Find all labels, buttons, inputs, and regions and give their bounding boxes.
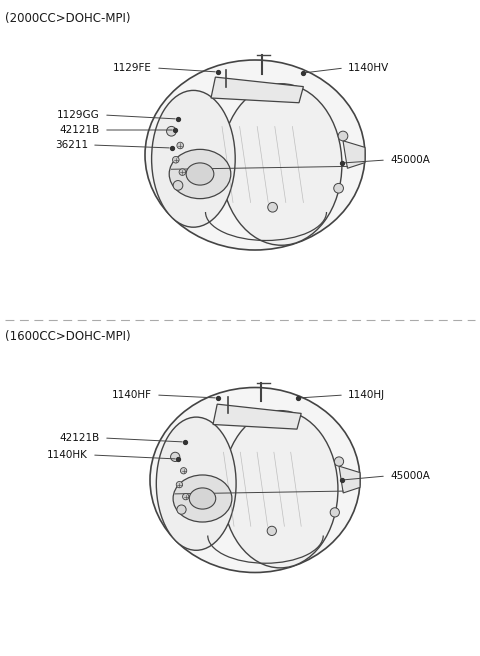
Text: 1140HJ: 1140HJ: [348, 390, 385, 400]
Text: 42121B: 42121B: [60, 433, 100, 443]
Polygon shape: [339, 466, 360, 493]
Text: 1140HK: 1140HK: [47, 450, 88, 460]
Circle shape: [167, 127, 176, 136]
Circle shape: [335, 457, 344, 466]
Text: 45000A: 45000A: [390, 155, 430, 165]
Text: (2000CC>DOHC-MPI): (2000CC>DOHC-MPI): [5, 12, 131, 25]
Ellipse shape: [222, 411, 338, 568]
Text: 36211: 36211: [55, 140, 88, 150]
Text: 1140HV: 1140HV: [348, 63, 389, 73]
Circle shape: [182, 493, 189, 500]
Ellipse shape: [145, 60, 365, 250]
Ellipse shape: [173, 475, 232, 522]
Text: 1140HF: 1140HF: [112, 390, 152, 400]
Circle shape: [177, 142, 183, 149]
Text: 45000A: 45000A: [390, 471, 430, 481]
Polygon shape: [213, 404, 301, 429]
Circle shape: [173, 180, 183, 190]
Ellipse shape: [152, 91, 235, 227]
Circle shape: [179, 169, 186, 175]
Ellipse shape: [186, 163, 214, 185]
Polygon shape: [211, 77, 303, 103]
Polygon shape: [343, 141, 365, 169]
Ellipse shape: [189, 488, 216, 509]
Circle shape: [267, 526, 276, 535]
Circle shape: [180, 468, 187, 474]
Circle shape: [170, 452, 180, 461]
Circle shape: [172, 156, 179, 163]
Circle shape: [338, 131, 348, 141]
Text: 42121B: 42121B: [60, 125, 100, 135]
Circle shape: [330, 508, 339, 517]
Text: 1129GG: 1129GG: [57, 110, 100, 120]
Circle shape: [177, 505, 186, 514]
Text: (1600CC>DOHC-MPI): (1600CC>DOHC-MPI): [5, 330, 131, 343]
Ellipse shape: [221, 84, 342, 245]
Text: 1129FE: 1129FE: [113, 63, 152, 73]
Circle shape: [334, 184, 344, 193]
Ellipse shape: [150, 388, 360, 573]
Ellipse shape: [156, 417, 236, 550]
Circle shape: [176, 482, 182, 488]
Circle shape: [268, 203, 277, 212]
Ellipse shape: [169, 150, 231, 199]
